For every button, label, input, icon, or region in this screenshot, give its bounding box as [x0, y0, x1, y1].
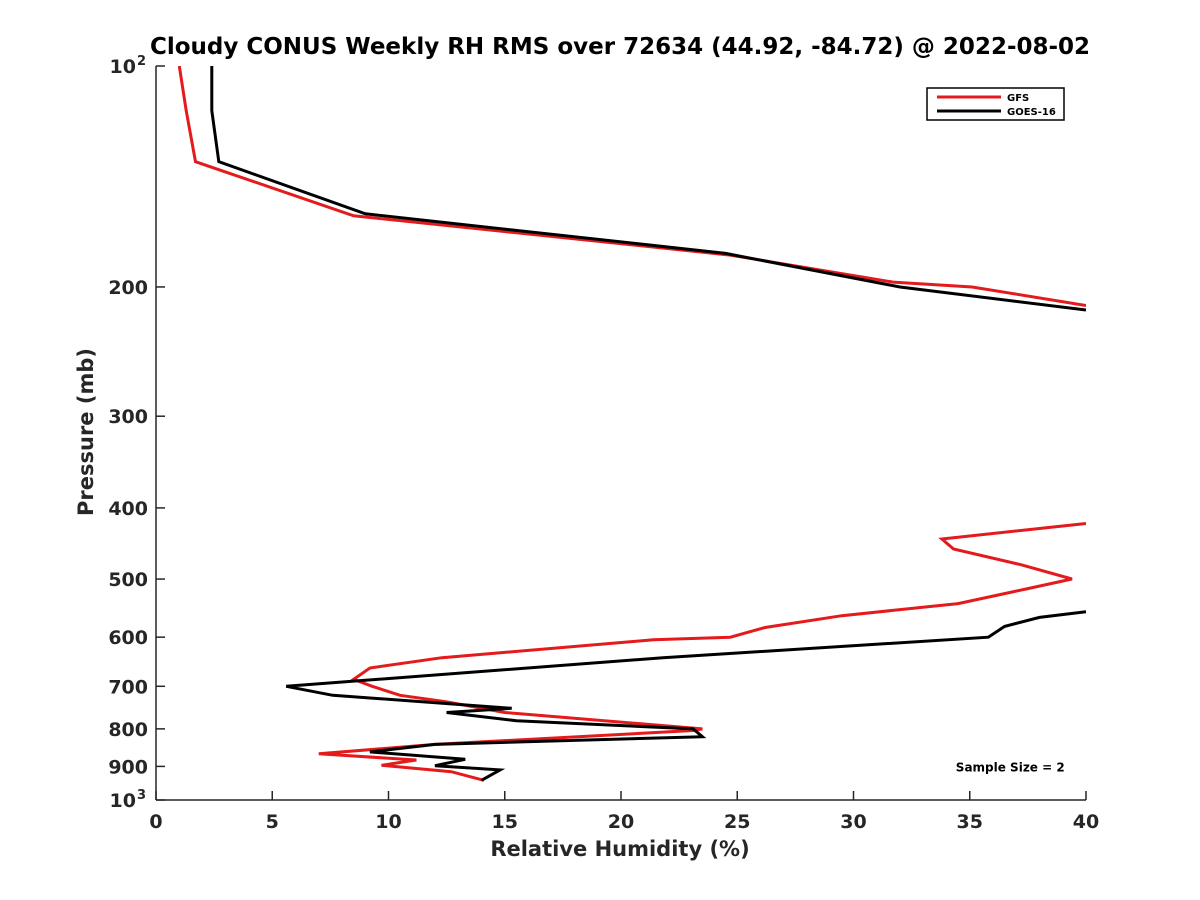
series-layer	[177, 66, 1086, 782]
x-tick-label: 30	[840, 811, 866, 833]
legend-box	[926, 87, 1065, 121]
y-tick-label: 10	[110, 790, 136, 812]
y-tick-exponent: 3	[137, 788, 146, 803]
x-tick-label: 40	[1073, 811, 1099, 833]
series-line-gfs	[177, 66, 1086, 782]
y-tick-label: 300	[108, 406, 148, 428]
y-tick-label: 10	[110, 56, 136, 78]
x-tick-label: 20	[608, 811, 634, 833]
y-tick-label: 500	[108, 569, 148, 591]
y-tick-label: 200	[108, 277, 148, 299]
chart-title: Cloudy CONUS Weekly RH RMS over 72634 (4…	[150, 34, 1090, 60]
x-tick-label: 10	[375, 811, 401, 833]
x-tick-label: 25	[724, 811, 750, 833]
legend-label: GOES-16	[1007, 107, 1056, 118]
series-line-goes-16	[210, 66, 1086, 782]
y-tick-label: 600	[108, 627, 148, 649]
x-axis-title: Relative Humidity (%)	[490, 837, 749, 861]
x-tick-label: 0	[149, 811, 162, 833]
y-tick-label: 900	[108, 756, 148, 778]
annotation-layer: Sample Size = 2	[956, 760, 1065, 774]
legend-label: GFS	[1007, 93, 1029, 104]
y-tick-label: 800	[108, 719, 148, 741]
y-tick-label: 400	[108, 498, 148, 520]
x-tick-label: 15	[492, 811, 518, 833]
y-tick-label: 700	[108, 676, 148, 698]
y-axis-title: Pressure (mb)	[74, 348, 98, 516]
legend: GFS GOES-16	[926, 87, 1065, 121]
y-tick-exponent: 2	[137, 54, 146, 69]
x-tick-label: 35	[957, 811, 983, 833]
sample-size-annotation: Sample Size = 2	[956, 760, 1065, 774]
x-tick-label: 5	[266, 811, 279, 833]
